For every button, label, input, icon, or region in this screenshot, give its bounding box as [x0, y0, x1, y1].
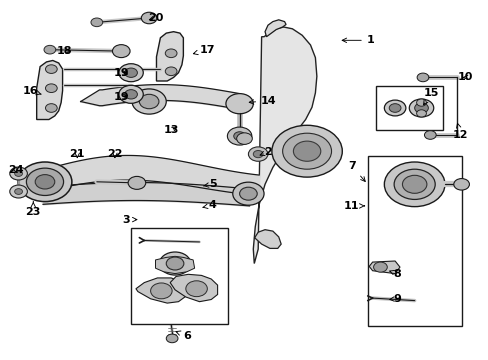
Circle shape: [239, 187, 257, 200]
Text: 18: 18: [57, 46, 72, 56]
Text: 13: 13: [163, 125, 179, 135]
Text: 22: 22: [107, 149, 122, 159]
Polygon shape: [170, 274, 217, 302]
Circle shape: [44, 45, 56, 54]
Circle shape: [402, 175, 426, 193]
Circle shape: [424, 131, 435, 139]
Circle shape: [408, 99, 433, 117]
Circle shape: [159, 252, 190, 275]
Circle shape: [45, 104, 57, 112]
Circle shape: [45, 65, 57, 73]
Circle shape: [10, 167, 27, 180]
Text: 21: 21: [69, 149, 85, 159]
Circle shape: [293, 141, 320, 161]
Circle shape: [35, 175, 55, 189]
Text: 6: 6: [176, 330, 190, 341]
Circle shape: [139, 94, 159, 109]
Circle shape: [253, 150, 263, 158]
Circle shape: [185, 281, 207, 297]
Text: 11: 11: [343, 201, 364, 211]
Circle shape: [132, 89, 166, 114]
Circle shape: [384, 100, 405, 116]
Text: 9: 9: [389, 294, 400, 304]
Text: 16: 16: [22, 86, 41, 96]
Polygon shape: [136, 278, 185, 303]
Text: 10: 10: [457, 72, 472, 82]
Polygon shape: [264, 20, 285, 37]
Circle shape: [373, 262, 386, 272]
Bar: [375, 86, 442, 130]
Text: 15: 15: [423, 88, 438, 105]
Text: 19: 19: [113, 68, 129, 78]
Circle shape: [233, 132, 245, 140]
Circle shape: [128, 176, 145, 189]
Polygon shape: [253, 27, 316, 264]
Circle shape: [124, 68, 137, 77]
Text: 12: 12: [452, 123, 468, 140]
Circle shape: [414, 103, 427, 113]
Circle shape: [165, 67, 177, 76]
Bar: [367, 156, 461, 326]
Circle shape: [416, 110, 426, 117]
Text: 8: 8: [389, 269, 400, 279]
Circle shape: [388, 104, 400, 112]
Circle shape: [45, 84, 57, 93]
Text: 17: 17: [193, 45, 215, 55]
Circle shape: [18, 162, 72, 202]
Circle shape: [165, 49, 177, 58]
Text: 14: 14: [249, 96, 276, 106]
Circle shape: [393, 169, 434, 199]
Circle shape: [150, 283, 172, 299]
Text: 4: 4: [203, 200, 216, 210]
Circle shape: [119, 64, 143, 82]
Circle shape: [15, 171, 22, 176]
Circle shape: [119, 85, 143, 103]
Circle shape: [453, 179, 468, 190]
Circle shape: [416, 99, 426, 106]
Text: 2: 2: [260, 147, 271, 157]
Text: 24: 24: [8, 165, 23, 175]
Circle shape: [227, 127, 251, 145]
Polygon shape: [156, 32, 183, 81]
Circle shape: [248, 147, 267, 161]
Bar: [131, 228, 227, 324]
Text: 23: 23: [25, 202, 41, 217]
Circle shape: [384, 162, 444, 207]
Polygon shape: [254, 230, 281, 248]
Circle shape: [236, 133, 252, 144]
Circle shape: [91, 18, 102, 27]
Circle shape: [26, 168, 63, 195]
Circle shape: [416, 73, 428, 82]
Text: 7: 7: [347, 161, 365, 181]
Polygon shape: [368, 261, 399, 274]
Polygon shape: [155, 256, 194, 274]
Circle shape: [166, 334, 178, 343]
Text: 5: 5: [203, 179, 216, 189]
Circle shape: [15, 189, 22, 194]
Circle shape: [112, 45, 130, 58]
Circle shape: [10, 185, 27, 198]
Circle shape: [271, 125, 342, 177]
Polygon shape: [37, 60, 62, 120]
Circle shape: [225, 94, 253, 114]
Text: 19: 19: [113, 92, 129, 102]
Circle shape: [232, 182, 264, 205]
Text: 1: 1: [342, 35, 374, 45]
Circle shape: [282, 133, 331, 169]
Circle shape: [141, 12, 157, 24]
Text: 20: 20: [147, 13, 163, 23]
Circle shape: [124, 90, 137, 99]
Circle shape: [166, 257, 183, 270]
Text: 3: 3: [122, 215, 137, 225]
